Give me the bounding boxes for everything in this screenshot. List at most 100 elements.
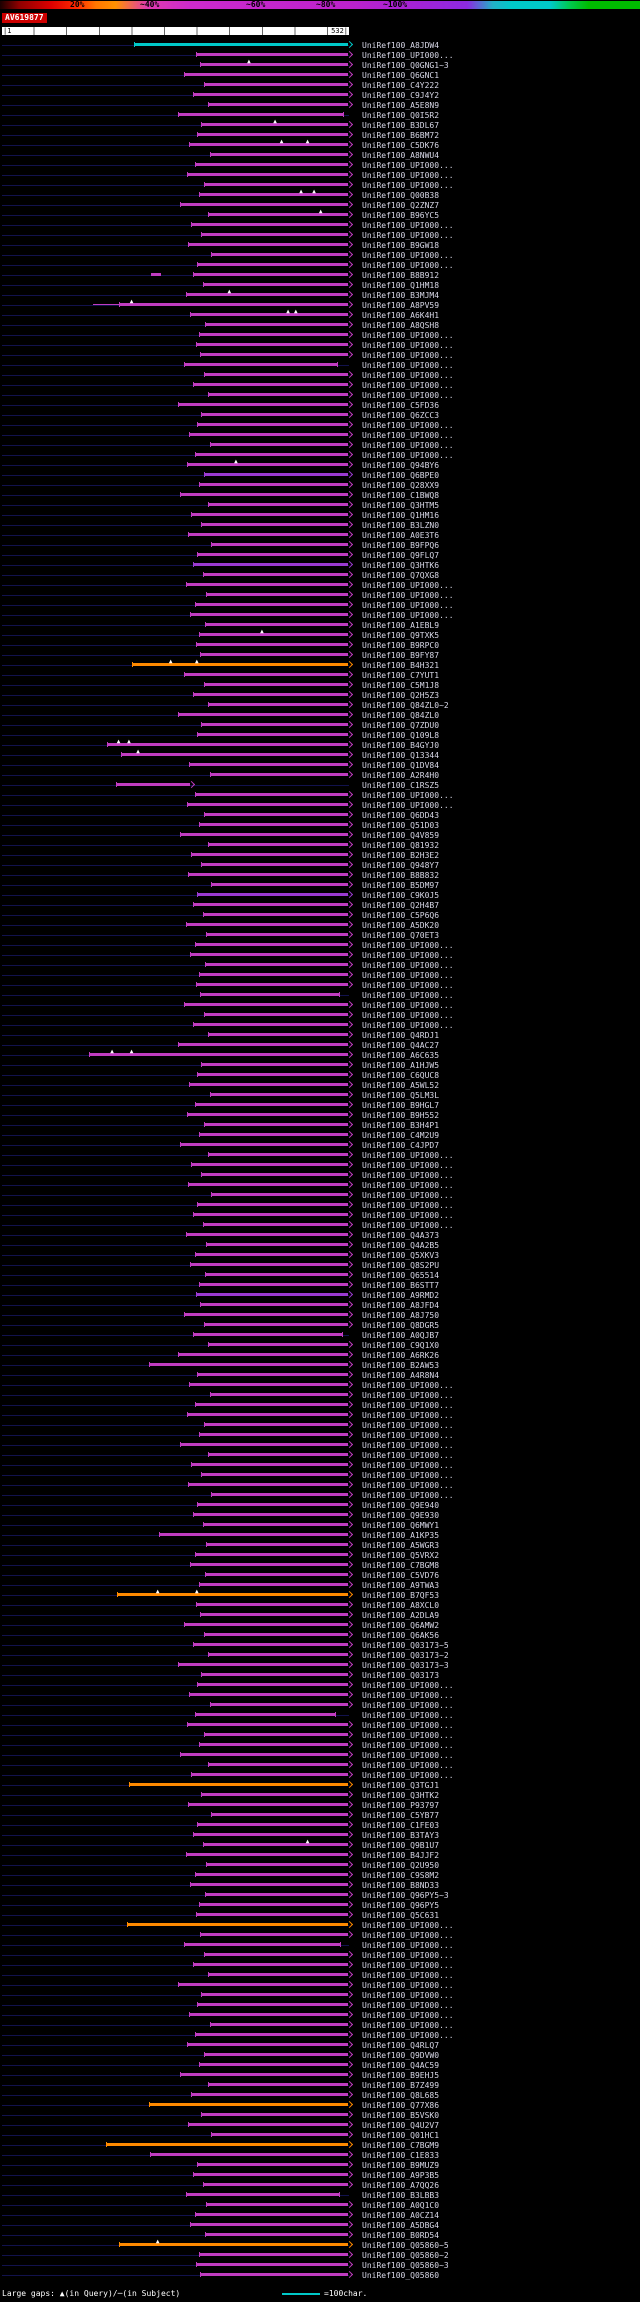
hit-bar[interactable]: [198, 423, 349, 426]
hit-bar[interactable]: [178, 713, 349, 716]
hit-bar[interactable]: [192, 223, 349, 226]
hit-label[interactable]: UniRef100_C9J4Y2: [362, 91, 440, 100]
hit-label[interactable]: UniRef100_UPI000...: [362, 981, 454, 990]
hit-bar[interactable]: [207, 1543, 349, 1546]
hit-label[interactable]: UniRef100_Q6GNC1: [362, 71, 440, 80]
hit-bar[interactable]: [206, 2233, 349, 2236]
hit-label[interactable]: UniRef100_UPI000...: [362, 961, 454, 970]
hit-bar[interactable]: [191, 2223, 349, 2226]
hit-bar[interactable]: [198, 2003, 349, 2006]
hit-label[interactable]: UniRef100_B0RD54: [362, 2231, 440, 2240]
hit-label[interactable]: UniRef100_B9EHJ5: [362, 2071, 440, 2080]
hit-bar[interactable]: [197, 1203, 349, 1206]
hit-bar[interactable]: [150, 2103, 349, 2106]
hit-bar[interactable]: [199, 973, 349, 976]
hit-label[interactable]: UniRef100_UPI000...: [362, 1921, 454, 1930]
hit-label[interactable]: UniRef100_UPI000...: [362, 1691, 454, 1700]
hit-label[interactable]: UniRef100_UPI000...: [362, 1401, 454, 1410]
hit-label[interactable]: UniRef100_B9H552: [362, 1111, 440, 1120]
hit-label[interactable]: UniRef100_B3MJM4: [362, 291, 440, 300]
hit-bar[interactable]: [202, 723, 349, 726]
hit-label[interactable]: UniRef100_UPI000...: [362, 451, 454, 460]
hit-bar[interactable]: [201, 1793, 349, 1796]
hit-label[interactable]: UniRef100_UPI000...: [362, 971, 454, 980]
hit-bar[interactable]: [178, 1353, 349, 1356]
hit-label[interactable]: UniRef100_UPI000...: [362, 1731, 454, 1740]
hit-label[interactable]: UniRef100_B9MUZ9: [362, 2161, 440, 2170]
hit-label[interactable]: UniRef100_A8J750: [362, 1311, 440, 1320]
hit-bar[interactable]: [206, 623, 349, 626]
hit-label[interactable]: UniRef100_Q3HTK2: [362, 1791, 440, 1800]
hit-label[interactable]: UniRef100_A1EBL9: [362, 621, 440, 630]
hit-label[interactable]: UniRef100_UPI000...: [362, 1771, 454, 1780]
hit-label[interactable]: UniRef100_B9HGL7: [362, 1101, 440, 1110]
hit-bar[interactable]: [204, 913, 349, 916]
hit-label[interactable]: UniRef100_B9RPC0: [362, 641, 440, 650]
hit-bar[interactable]: [208, 1973, 349, 1976]
hit-label[interactable]: UniRef100_UPI000...: [362, 1021, 454, 1030]
hit-bar[interactable]: [151, 2153, 349, 2156]
hit-label[interactable]: UniRef100_UPI000...: [362, 361, 454, 370]
hit-label[interactable]: UniRef100_C5VD76: [362, 1571, 440, 1580]
hit-label[interactable]: UniRef100_A8XCL0: [362, 1601, 440, 1610]
hit-label[interactable]: UniRef100_Q03173~3: [362, 1661, 449, 1670]
hit-label[interactable]: UniRef100_Q4AC27: [362, 1041, 440, 1050]
hit-label[interactable]: UniRef100_Q81932: [362, 841, 440, 850]
hit-label[interactable]: UniRef100_C7BGM8: [362, 1561, 440, 1570]
hit-bar[interactable]: [199, 1283, 349, 1286]
hit-label[interactable]: UniRef100_Q6AK56: [362, 1631, 440, 1640]
hit-label[interactable]: UniRef100_UPI000...: [362, 611, 454, 620]
hit-bar[interactable]: [210, 153, 349, 156]
hit-label[interactable]: UniRef100_C6QUC8: [362, 1071, 440, 1080]
hit-bar[interactable]: [196, 1553, 349, 1556]
hit-label[interactable]: UniRef100_UPI000...: [362, 1751, 454, 1760]
hit-bar[interactable]: [209, 503, 349, 506]
hit-label[interactable]: UniRef100_Q2ZNZ7: [362, 201, 440, 210]
hit-bar[interactable]: [210, 1703, 349, 1706]
hit-bar[interactable]: [194, 383, 349, 386]
hit-bar[interactable]: [181, 493, 349, 496]
hit-label[interactable]: UniRef100_B5VSK0: [362, 2111, 440, 2120]
hit-bar[interactable]: [195, 453, 349, 456]
hit-bar[interactable]: [211, 253, 349, 256]
hit-label[interactable]: UniRef100_Q96PY5: [362, 1901, 440, 1910]
hit-label[interactable]: UniRef100_Q03173~2: [362, 1651, 449, 1660]
hit-label[interactable]: UniRef100_UPI000...: [362, 1931, 454, 1940]
hit-bar[interactable]: [209, 213, 349, 216]
hit-bar[interactable]: [194, 1213, 349, 1216]
hit-bar[interactable]: [199, 333, 349, 336]
hit-label[interactable]: UniRef100_Q8L685: [362, 2091, 440, 2100]
hit-label[interactable]: UniRef100_A5DBG4: [362, 2221, 440, 2230]
hit-bar[interactable]: [206, 1573, 349, 1576]
hit-label[interactable]: UniRef100_UPI000...: [362, 1451, 454, 1460]
hit-label[interactable]: UniRef100_A0QJB7: [362, 1331, 440, 1340]
hit-bar[interactable]: [204, 1523, 349, 1526]
hit-label[interactable]: UniRef100_Q65514: [362, 1271, 440, 1280]
hit-label[interactable]: UniRef100_UPI000...: [362, 221, 454, 230]
hit-label[interactable]: UniRef100_UPI000...: [362, 1951, 454, 1960]
hit-label[interactable]: UniRef100_UPI000...: [362, 581, 454, 590]
hit-label[interactable]: UniRef100_Q948Y7: [362, 861, 440, 870]
hit-label[interactable]: UniRef100_A8JDW4: [362, 41, 440, 50]
hit-bar[interactable]: [194, 273, 349, 276]
hit-bar[interactable]: [205, 1733, 349, 1736]
hit-label[interactable]: UniRef100_Q6BPE0: [362, 471, 440, 480]
hit-label[interactable]: UniRef100_A0E3T6: [362, 531, 440, 540]
hit-bar[interactable]: [201, 1473, 349, 1476]
hit-bar[interactable]: [200, 1433, 349, 1436]
hit-bar[interactable]: [199, 2253, 349, 2256]
hit-label[interactable]: UniRef100_Q05860~2: [362, 2251, 449, 2260]
hit-label[interactable]: UniRef100_Q9FLQ7: [362, 551, 440, 560]
hit-bar[interactable]: [198, 1683, 349, 1686]
hit-label[interactable]: UniRef100_Q9E940: [362, 1501, 440, 1510]
hit-bar[interactable]: [200, 2063, 349, 2066]
hit-bar[interactable]: [204, 1013, 349, 1016]
hit-label[interactable]: UniRef100_Q7ZDU0: [362, 721, 440, 730]
hit-bar[interactable]: [181, 2073, 349, 2076]
hit-label[interactable]: UniRef100_UPI000...: [362, 1761, 454, 1770]
hit-bar[interactable]: [200, 483, 349, 486]
hit-bar[interactable]: [200, 353, 349, 356]
hit-label[interactable]: UniRef100_UPI000...: [362, 171, 454, 180]
hit-bar[interactable]: [192, 1773, 349, 1776]
hit-label[interactable]: UniRef100_A0Q1C0: [362, 2201, 440, 2210]
